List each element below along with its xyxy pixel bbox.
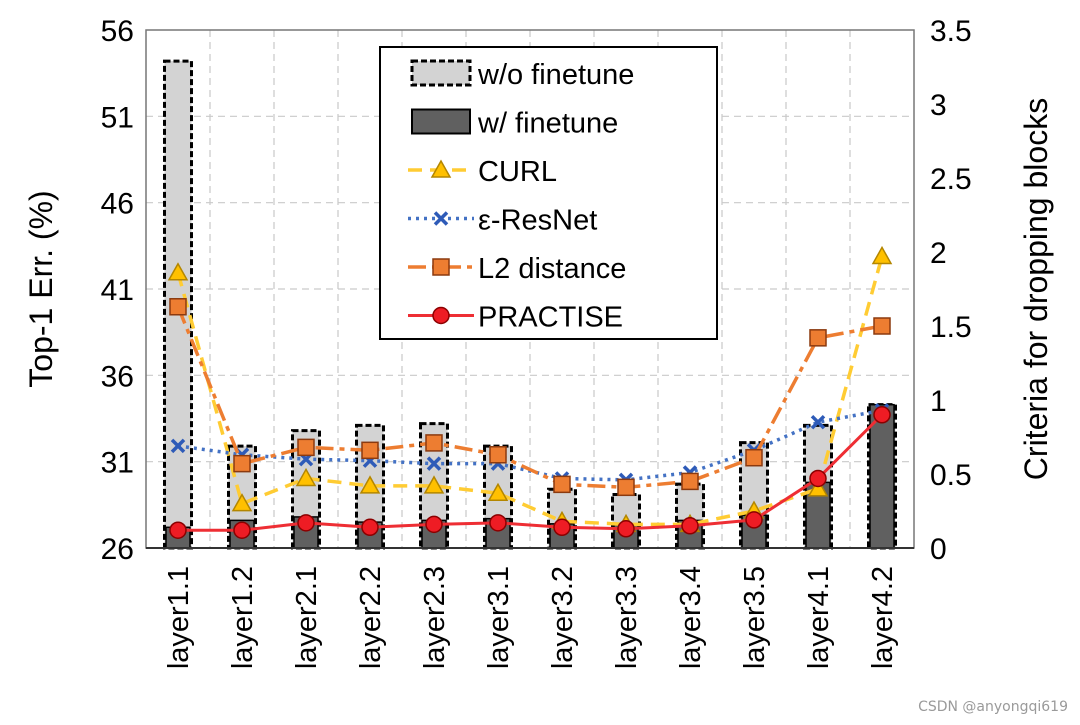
x-tick-label: layer2.1 [291, 566, 323, 669]
legend-marker [432, 306, 450, 325]
left-tick-label: 56 [101, 15, 134, 48]
right-tick-label: 2 [930, 237, 947, 270]
x-tick-label: layer4.2 [867, 566, 899, 669]
legend-label: PRACTISE [478, 302, 623, 334]
marker-curl [487, 482, 509, 501]
marker-l2-distance [425, 434, 443, 452]
x-tick-label: layer1.2 [227, 566, 259, 669]
marker-l2-distance [489, 446, 507, 464]
watermark: CSDN @anyongqi619 [918, 699, 1068, 715]
marker-l2-distance [169, 298, 187, 316]
x-axis-ticks: layer1.1 layer1.2 layer2.1 layer2.2 layer2.3… [163, 566, 899, 669]
x-tick-label: layer3.3 [611, 566, 643, 669]
line-practise [178, 413, 884, 532]
left-tick-label: 26 [101, 533, 134, 566]
legend: w/o finetune w/ finetune CURL ε-ResNet L2 di… [379, 46, 718, 340]
marker-l2-distance [297, 438, 315, 457]
line-l2-distance [176, 306, 883, 490]
right-tick-label: 0.5 [930, 459, 972, 492]
marker-practise [681, 517, 699, 535]
series-practise [169, 406, 891, 539]
legend-entry-practise: PRACTISE [408, 302, 623, 334]
left-tick-label: 51 [101, 101, 134, 134]
marker-resnet [810, 414, 826, 430]
marker-resnet [170, 438, 186, 454]
marker-practise [425, 515, 443, 534]
bar-w-finetune [229, 519, 255, 549]
x-tick-label: layer3.4 [675, 566, 707, 669]
marker-practise [361, 518, 379, 537]
marker-practise [553, 518, 571, 537]
legend-entry-w-finetune: w/ finetune [411, 108, 618, 140]
marker-l2-distance [745, 448, 763, 467]
right-tick-label: 3.5 [930, 15, 972, 48]
left-tick-label: 41 [101, 274, 134, 307]
x-tick-label: layer3.5 [739, 566, 771, 669]
legend-label: L2 distance [478, 253, 626, 285]
marker-l2-distance [617, 478, 635, 497]
legend-entry-l2-distance: L2 distance [408, 253, 626, 285]
marker-practise [809, 469, 827, 488]
marker-l2-distance [873, 317, 891, 335]
legend-marker [432, 258, 450, 276]
plot-frame [145, 29, 915, 549]
marker-practise [489, 514, 507, 532]
right-axis-title: Criteria for dropping blocks [1018, 98, 1054, 480]
marker-resnet [426, 456, 442, 471]
marker-curl [167, 262, 189, 281]
right-tick-label: 1.5 [930, 311, 972, 344]
marker-practise [745, 511, 763, 529]
x-tick-label: layer2.3 [419, 566, 451, 669]
bar-w-finetune [869, 403, 895, 549]
marker-l2-distance [233, 454, 251, 473]
legend-swatch [411, 108, 471, 135]
right-axis-ticks: 0 0.5 1 1.5 2 2.5 3 3.5 [930, 15, 972, 566]
legend-label: w/o finetune [477, 59, 634, 91]
legend-label: w/ finetune [477, 108, 618, 140]
marker-practise [169, 521, 187, 539]
right-tick-label: 0 [930, 533, 947, 566]
series-l2-distance [169, 298, 891, 497]
marker-practise [297, 514, 315, 532]
x-tick-label: layer4.1 [803, 566, 835, 669]
marker-l2-distance [361, 441, 379, 460]
marker-curl [807, 478, 829, 497]
marker-l2-distance [681, 472, 699, 491]
line-curl [176, 255, 884, 527]
left-axis-title: Top-1 Err. (%) [23, 190, 59, 387]
left-tick-label: 31 [101, 447, 134, 480]
legend-box [379, 46, 718, 340]
legend-label: CURL [478, 156, 557, 188]
x-tick-label: layer3.1 [483, 566, 515, 669]
marker-practise [873, 406, 891, 424]
marker-l2-distance [809, 329, 827, 347]
marker-practise [233, 521, 251, 539]
left-tick-label: 36 [101, 360, 134, 393]
x-tick-label: layer2.2 [355, 566, 387, 669]
marker-curl [231, 493, 253, 512]
legend-marker [430, 159, 452, 178]
right-tick-label: 3 [930, 89, 947, 122]
right-tick-label: 2.5 [930, 163, 972, 196]
legend-label: ε-ResNet [478, 205, 597, 237]
right-tick-label: 1 [930, 385, 947, 418]
left-tick-label: 46 [101, 188, 134, 221]
left-axis-ticks: 26 31 36 41 46 51 56 [101, 15, 134, 566]
marker-curl [423, 475, 445, 494]
x-tick-label: layer1.1 [163, 566, 195, 669]
marker-curl [295, 467, 317, 487]
legend-entry-w-o-finetune: w/o finetune [410, 59, 634, 91]
marker-curl [871, 245, 893, 265]
marker-l2-distance [553, 475, 571, 494]
legend-marker [433, 211, 449, 226]
lines [167, 245, 893, 539]
legend-swatch [410, 59, 472, 87]
legend-entry-curl: CURL [408, 156, 557, 188]
x-tick-label: layer3.2 [547, 566, 579, 669]
marker-practise [617, 520, 635, 538]
legend-entry-resnet: ε-ResNet [408, 205, 597, 237]
marker-curl [359, 475, 381, 494]
